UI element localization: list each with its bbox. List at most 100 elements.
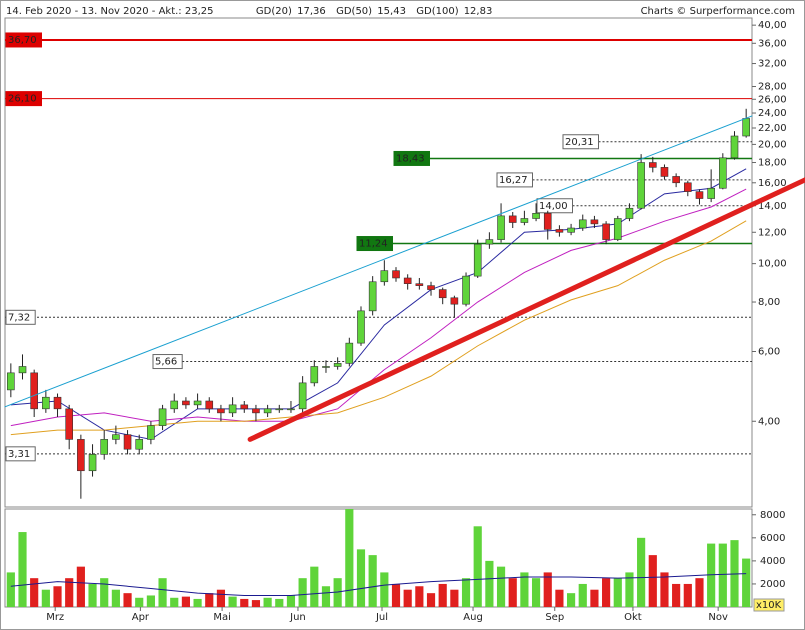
volume-bar bbox=[473, 526, 482, 607]
y-tick-label: 40,00 bbox=[758, 20, 787, 31]
level-label: 5,66 bbox=[155, 357, 177, 368]
volume-bar bbox=[543, 572, 552, 607]
candle-body bbox=[450, 297, 459, 305]
volume-bar bbox=[123, 593, 132, 607]
trend-line bbox=[247, 177, 805, 442]
legend-value: 15,43 bbox=[377, 6, 406, 17]
y-tick-label: 22,00 bbox=[758, 123, 787, 134]
candle-body bbox=[637, 162, 645, 209]
volume-bar bbox=[100, 578, 109, 607]
volume-panel bbox=[4, 508, 753, 608]
candle-body bbox=[182, 400, 190, 406]
candle-body bbox=[322, 366, 330, 368]
candle-body bbox=[520, 218, 529, 223]
volume-bar bbox=[590, 589, 599, 607]
candle-body bbox=[357, 310, 365, 344]
candle-body bbox=[567, 227, 575, 233]
volume-bar bbox=[310, 566, 319, 607]
volume-tick-label: 4000 bbox=[760, 556, 785, 567]
volume-bar bbox=[41, 589, 50, 607]
source: Charts © Surperformance.com bbox=[641, 6, 795, 17]
volume-bar bbox=[380, 572, 389, 607]
legend-value: 17,36 bbox=[297, 6, 326, 17]
volume-bar bbox=[30, 578, 39, 607]
level-box bbox=[5, 32, 42, 48]
candle-body bbox=[100, 439, 109, 455]
candle-body bbox=[473, 243, 482, 277]
candle-body bbox=[742, 118, 750, 137]
level-box bbox=[536, 198, 573, 214]
trend-line bbox=[4, 115, 753, 408]
candle-body bbox=[462, 275, 470, 305]
volume-bar bbox=[345, 509, 354, 607]
candle-body bbox=[613, 218, 622, 240]
moving-average bbox=[10, 168, 747, 440]
candle-body bbox=[18, 366, 27, 374]
volume-bar bbox=[146, 595, 155, 607]
candle-body bbox=[660, 167, 669, 177]
volume-tick-label: 2000 bbox=[760, 579, 785, 590]
candle-body bbox=[205, 400, 214, 410]
candle-body bbox=[625, 207, 634, 219]
volume-bar bbox=[672, 583, 681, 607]
candle-body bbox=[380, 270, 389, 283]
volume-bar bbox=[111, 589, 120, 607]
legend-name: GD(100) bbox=[416, 6, 458, 17]
volume-bar bbox=[368, 555, 377, 607]
x-tick-label: Mrz bbox=[46, 612, 64, 623]
candle-body bbox=[112, 434, 120, 440]
volume-bar bbox=[53, 586, 62, 607]
candle-body bbox=[578, 219, 587, 229]
candle-body bbox=[158, 408, 167, 426]
volume-bar bbox=[707, 543, 716, 607]
candle-body bbox=[275, 408, 284, 411]
y-tick-label: 8,00 bbox=[758, 297, 780, 308]
x-tick-label: Nov bbox=[708, 612, 728, 623]
volume-tick-label: 8000 bbox=[760, 510, 785, 521]
legend-name: GD(20) bbox=[256, 6, 292, 17]
volume-bar bbox=[251, 600, 261, 607]
candle-body bbox=[403, 277, 412, 284]
y-tick-label: 16,00 bbox=[758, 178, 787, 189]
volume-bar bbox=[228, 596, 237, 607]
volume-bar bbox=[181, 596, 190, 607]
candle-body bbox=[287, 408, 295, 411]
candle-body bbox=[217, 408, 225, 414]
candle-body bbox=[345, 342, 354, 364]
candle-body bbox=[508, 215, 517, 223]
candle-body bbox=[30, 372, 38, 410]
volume-bar bbox=[450, 589, 459, 607]
volume-bar bbox=[205, 593, 214, 607]
volume-bar bbox=[6, 572, 15, 607]
volume-average bbox=[10, 573, 747, 596]
volume-bar bbox=[578, 583, 587, 607]
y-tick-label: 36,00 bbox=[758, 38, 787, 49]
y-tick-label: 20,00 bbox=[758, 139, 787, 150]
volume-bar bbox=[648, 555, 657, 607]
candle-body bbox=[263, 408, 272, 414]
volume-bar bbox=[193, 598, 202, 607]
candle-body bbox=[695, 191, 704, 199]
volume-bar bbox=[438, 583, 447, 607]
candle-body bbox=[719, 157, 727, 189]
volume-bar bbox=[170, 597, 179, 607]
volume-bar bbox=[415, 586, 424, 607]
level-box bbox=[356, 236, 393, 252]
volume-bar bbox=[718, 543, 727, 607]
level-box bbox=[5, 91, 42, 107]
y-tick-label: 24,00 bbox=[758, 108, 787, 119]
volume-bar bbox=[660, 572, 669, 607]
level-label: 26,10 bbox=[8, 94, 37, 105]
level-label: 36,70 bbox=[8, 35, 37, 46]
volume-bar bbox=[158, 578, 167, 607]
level-box bbox=[562, 134, 599, 150]
level-box bbox=[5, 309, 36, 325]
volume-bar bbox=[216, 589, 226, 607]
candle-body bbox=[228, 404, 237, 414]
candle-body bbox=[88, 454, 97, 472]
x-tick-label: Mai bbox=[213, 612, 231, 623]
volume-bar bbox=[391, 583, 401, 607]
volume-bar bbox=[485, 560, 494, 607]
volume-bar bbox=[240, 598, 249, 607]
